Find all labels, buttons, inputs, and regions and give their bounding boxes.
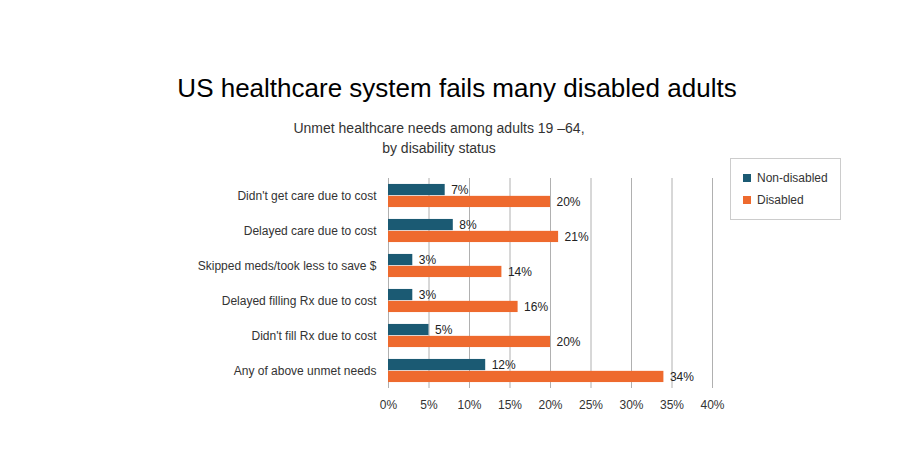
svg-text:16%: 16% xyxy=(524,300,548,314)
svg-text:3%: 3% xyxy=(419,253,437,267)
svg-text:20%: 20% xyxy=(538,398,562,412)
svg-text:25%: 25% xyxy=(579,398,603,412)
svg-text:10%: 10% xyxy=(457,398,481,412)
html-text:Non-disabled: Non-disabled xyxy=(757,171,828,185)
svg-text:14%: 14% xyxy=(508,265,532,279)
svg-text:Skipped meds/took less to save: Skipped meds/took less to save $ xyxy=(198,259,377,273)
svg-text:15%: 15% xyxy=(498,398,522,412)
svg-text:40%: 40% xyxy=(700,398,724,412)
svg-text:Didn't fill Rx due to cost: Didn't fill Rx due to cost xyxy=(251,329,377,343)
svg-text:7%: 7% xyxy=(451,183,469,197)
svg-text:12%: 12% xyxy=(492,358,516,372)
svg-text:Didn't get care due to cost: Didn't get care due to cost xyxy=(237,189,377,203)
svg-text:35%: 35% xyxy=(660,398,684,412)
svg-text:21%: 21% xyxy=(565,230,589,244)
html-text:Unmet healthcare needs among a: Unmet healthcare needs among adults 19 –… xyxy=(293,120,585,156)
svg-text:0%: 0% xyxy=(380,398,398,412)
svg-text:20%: 20% xyxy=(557,195,581,209)
svg-text:5%: 5% xyxy=(435,323,453,337)
svg-text:5%: 5% xyxy=(420,398,438,412)
svg-text:Delayed care due to cost: Delayed care due to cost xyxy=(244,224,377,238)
svg-text:20%: 20% xyxy=(557,335,581,349)
html-text:US healthcare system fails man: US healthcare system fails many disabled… xyxy=(177,73,737,103)
svg-text:8%: 8% xyxy=(459,218,477,232)
html-text:Disabled: Disabled xyxy=(757,193,804,207)
svg-text:3%: 3% xyxy=(419,288,437,302)
svg-text:30%: 30% xyxy=(619,398,643,412)
svg-text:34%: 34% xyxy=(670,370,694,384)
svg-text:Delayed filling Rx due to cost: Delayed filling Rx due to cost xyxy=(222,294,377,308)
svg-text:Any of above unmet needs: Any of above unmet needs xyxy=(234,364,377,378)
